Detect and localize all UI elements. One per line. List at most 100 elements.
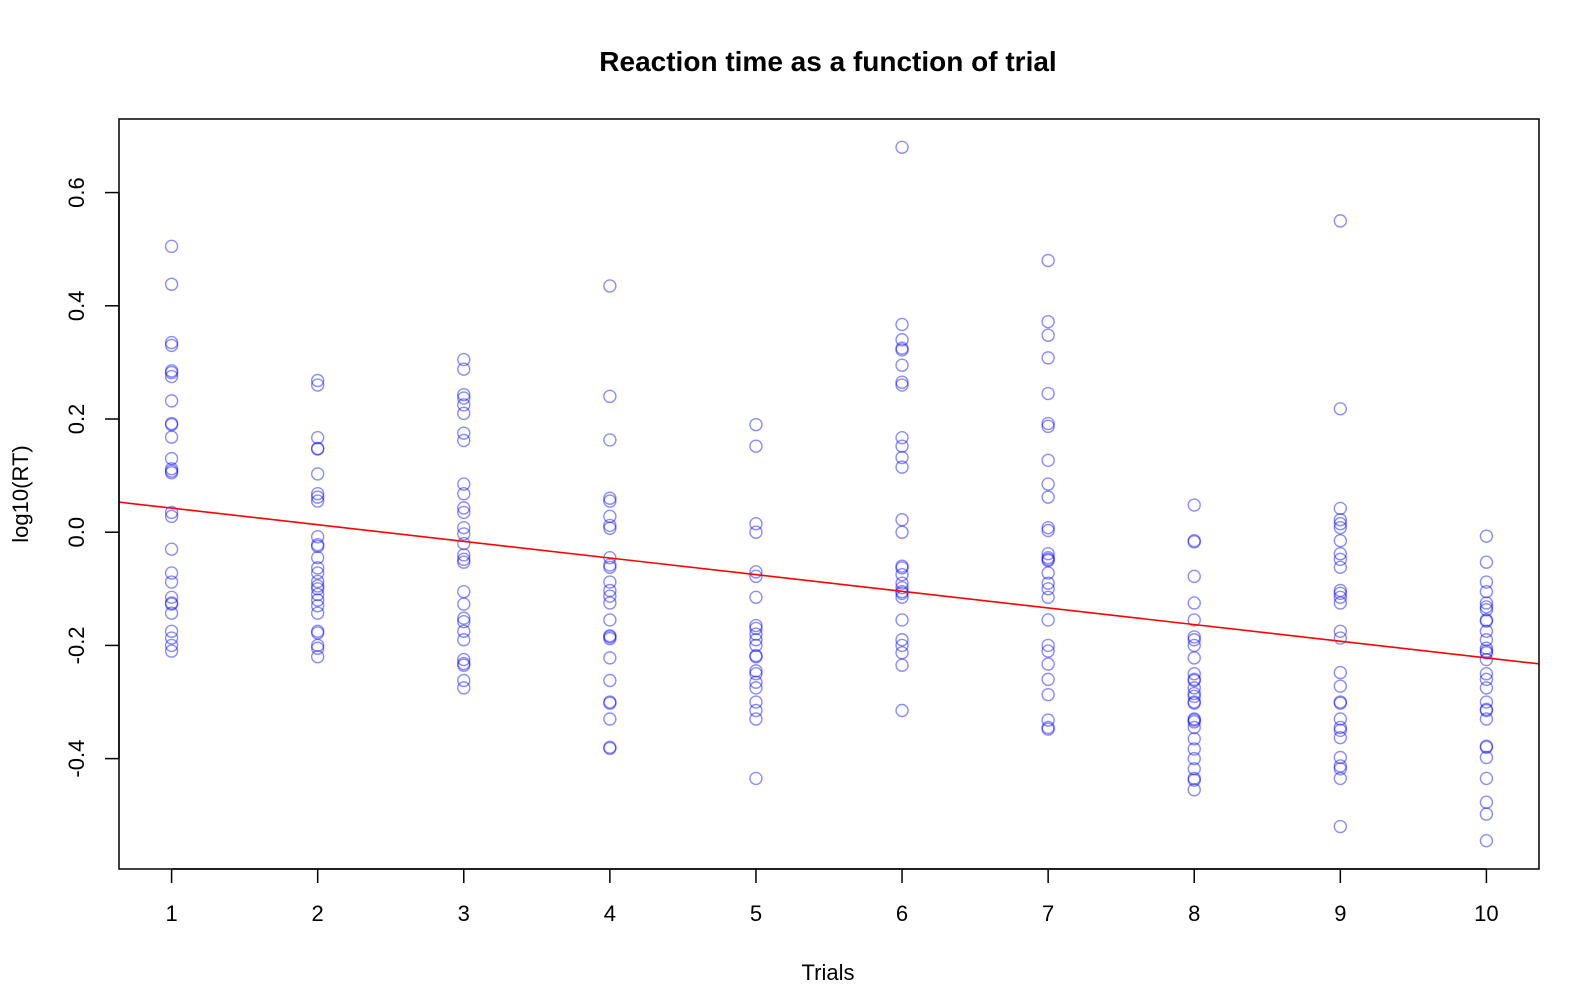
y-tick-label: 0.6 <box>64 177 89 208</box>
data-point <box>310 490 325 504</box>
data-point <box>603 575 617 589</box>
data-point <box>603 673 617 688</box>
data-point <box>1187 742 1201 756</box>
data-point <box>1333 723 1348 738</box>
data-point <box>1479 703 1494 718</box>
data-point <box>749 712 763 726</box>
data-point <box>749 569 763 584</box>
data-point <box>310 626 325 640</box>
data-point <box>457 548 471 562</box>
data-point <box>457 501 471 515</box>
data-point <box>164 542 179 556</box>
data-point <box>603 631 617 646</box>
data-point <box>1041 453 1055 468</box>
data-point <box>895 460 909 474</box>
data-point <box>310 593 325 607</box>
data-point <box>1333 533 1348 548</box>
data-point <box>164 644 179 658</box>
data-point <box>310 537 325 552</box>
data-point <box>895 613 909 627</box>
data-point <box>310 574 325 589</box>
data-point <box>1479 624 1494 638</box>
data-point <box>1041 657 1055 671</box>
data-point <box>1479 771 1494 786</box>
x-tick-label: 2 <box>312 901 324 926</box>
data-point <box>895 430 909 445</box>
data-point <box>895 140 909 155</box>
data-point <box>749 590 763 605</box>
data-point <box>1041 566 1055 580</box>
data-point <box>1479 712 1494 726</box>
data-point <box>603 596 617 610</box>
data-point <box>1041 722 1055 736</box>
data-point <box>603 712 617 726</box>
x-axis: 1 2 3 4 5 6 7 8 9 10 <box>165 868 1499 926</box>
x-tick-label: 4 <box>604 901 616 926</box>
data-point <box>603 279 617 293</box>
data-point <box>1187 633 1201 647</box>
data-point <box>1187 762 1201 776</box>
data-point <box>1333 501 1348 516</box>
regression-line <box>119 501 1539 665</box>
data-point <box>895 576 909 590</box>
data-point <box>603 491 617 505</box>
data-point <box>310 599 325 613</box>
data-point <box>1333 750 1348 765</box>
data-point <box>1479 807 1494 821</box>
y-tick-label: 0.0 <box>64 517 89 548</box>
data-point <box>310 530 325 544</box>
data-point <box>1333 730 1348 745</box>
data-point <box>603 494 617 508</box>
data-point <box>1041 590 1055 605</box>
data-point <box>1333 547 1348 561</box>
data-point <box>1333 762 1348 776</box>
data-point <box>1041 351 1055 365</box>
data-point <box>1479 633 1494 647</box>
data-point <box>457 426 471 440</box>
data-point <box>1333 552 1348 567</box>
y-tick-label: 0.4 <box>64 290 89 321</box>
data-point <box>895 450 909 465</box>
x-tick-label: 10 <box>1474 901 1498 926</box>
data-point <box>1041 490 1055 504</box>
data-point <box>603 651 617 665</box>
data-point <box>1041 687 1055 702</box>
data-point <box>1333 560 1348 575</box>
data-point <box>1479 641 1494 655</box>
data-point <box>1041 523 1055 538</box>
data-point <box>895 646 909 660</box>
data-point <box>1333 720 1348 735</box>
data-point <box>603 613 617 627</box>
data-point <box>457 362 471 376</box>
data-point <box>457 611 471 625</box>
data-point <box>1333 679 1348 693</box>
data-point <box>1479 702 1494 717</box>
data-point <box>457 487 471 501</box>
data-point <box>164 597 179 611</box>
data-point <box>310 561 325 575</box>
data-point <box>1479 672 1494 687</box>
x-tick-label: 7 <box>1042 901 1054 926</box>
data-point <box>1333 583 1348 598</box>
data-point <box>1479 529 1494 543</box>
data-point <box>457 520 471 535</box>
data-point <box>1479 575 1494 589</box>
data-point <box>164 338 179 353</box>
data-point <box>1333 631 1348 645</box>
data-point <box>457 652 471 667</box>
data-point <box>1479 600 1494 614</box>
data-point <box>749 771 763 786</box>
data-point <box>1187 535 1201 549</box>
data-point <box>1479 667 1494 681</box>
data-point <box>457 477 471 491</box>
data-point <box>164 462 179 476</box>
data-point <box>895 375 909 389</box>
data-point <box>895 658 909 672</box>
data-point <box>457 527 471 541</box>
data-point <box>1187 498 1201 512</box>
data-point <box>1187 751 1201 766</box>
data-point <box>1187 773 1201 787</box>
data-point <box>1479 750 1494 765</box>
data-point <box>457 614 471 629</box>
data-point <box>603 389 617 404</box>
